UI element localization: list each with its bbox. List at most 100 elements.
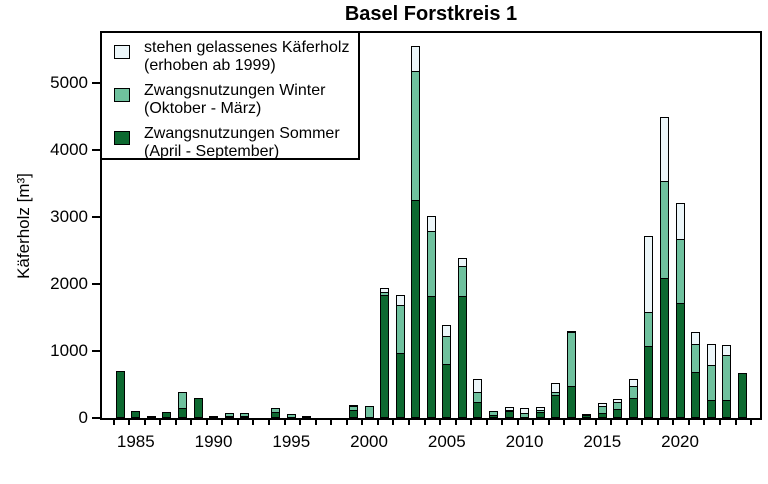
x-tick bbox=[314, 420, 317, 425]
x-axis-tick-label: 2000 bbox=[350, 432, 388, 451]
bar-2012 bbox=[551, 383, 561, 418]
bar-segment bbox=[271, 411, 281, 418]
y-axis-ticks bbox=[92, 33, 100, 419]
bar-2020 bbox=[675, 202, 685, 418]
x-tick bbox=[190, 420, 193, 425]
bar-segment bbox=[426, 216, 436, 233]
bar-segment bbox=[535, 411, 545, 418]
x-tick bbox=[454, 420, 457, 425]
y-tick bbox=[92, 350, 100, 352]
x-tick bbox=[672, 420, 675, 425]
bar-1987 bbox=[162, 411, 172, 418]
x-axis-tick-label: 1985 bbox=[116, 432, 155, 451]
legend-item-sommer: Zwangsnutzungen Sommer (April - Septembe… bbox=[114, 125, 352, 161]
x-tick bbox=[392, 420, 395, 425]
bar-segment bbox=[442, 364, 452, 418]
bar-segment bbox=[597, 412, 607, 418]
x-tick bbox=[547, 420, 550, 425]
bar-2000 bbox=[364, 405, 374, 418]
bar-segment bbox=[457, 295, 467, 418]
bar-segment bbox=[660, 277, 669, 418]
legend-label: stehen gelassenes Käferholz bbox=[144, 39, 350, 56]
x-tick bbox=[656, 420, 659, 425]
bar-segment bbox=[628, 385, 638, 399]
bar-segment bbox=[177, 392, 187, 409]
legend-item-winter: Zwangsnutzungen Winter (Oktober - März) bbox=[114, 82, 352, 118]
bar-segment bbox=[395, 305, 405, 354]
bar-2016 bbox=[613, 399, 623, 418]
bar-2018 bbox=[644, 236, 654, 418]
bar-2008 bbox=[488, 410, 498, 418]
bar-1990 bbox=[209, 416, 219, 418]
bar-1989 bbox=[193, 397, 203, 418]
bar-2021 bbox=[691, 332, 701, 418]
bar-1992 bbox=[240, 413, 250, 418]
bar-segment bbox=[504, 411, 514, 418]
bar-segment bbox=[582, 415, 592, 418]
y-axis-tick-label: 1000 bbox=[50, 341, 88, 360]
x-tick bbox=[594, 420, 597, 425]
x-tick bbox=[268, 420, 270, 425]
bar-2004 bbox=[426, 216, 436, 418]
x-tick bbox=[610, 420, 613, 425]
x-tick bbox=[112, 420, 115, 425]
legend-label: Zwangsnutzungen Sommer bbox=[144, 125, 340, 142]
x-axis-tick-label: 2010 bbox=[505, 432, 544, 451]
bar-1986 bbox=[146, 416, 156, 418]
bar-segment bbox=[395, 352, 405, 418]
bar-2022 bbox=[706, 343, 716, 418]
bar-segment bbox=[566, 331, 576, 388]
x-tick bbox=[439, 420, 442, 425]
y-tick bbox=[92, 283, 100, 285]
x-tick bbox=[501, 420, 504, 425]
bar-2002 bbox=[395, 295, 405, 418]
y-axis-tick-label: 4000 bbox=[50, 140, 88, 159]
bar-2001 bbox=[380, 288, 390, 418]
bar-2003 bbox=[411, 46, 421, 418]
bar-segment bbox=[706, 365, 716, 401]
x-tick bbox=[299, 420, 302, 425]
x-tick bbox=[221, 420, 224, 425]
y-tick bbox=[92, 417, 100, 419]
y-axis-tick-label: 5000 bbox=[50, 73, 88, 92]
bar-2017 bbox=[628, 379, 638, 418]
x-tick bbox=[750, 420, 753, 425]
bar-segment bbox=[146, 416, 156, 418]
bar-segment bbox=[488, 414, 498, 418]
bar-segment bbox=[660, 116, 669, 182]
bar-2024 bbox=[737, 372, 747, 418]
bar-segment bbox=[457, 265, 467, 297]
bar-1988 bbox=[177, 392, 187, 418]
bar-2019 bbox=[660, 116, 669, 418]
bar-2006 bbox=[457, 258, 467, 418]
bar-segment bbox=[426, 295, 436, 418]
legend-label-line2: (April - September) bbox=[144, 142, 280, 160]
bar-segment bbox=[675, 303, 685, 418]
y-axis-tick-label: 2000 bbox=[50, 274, 88, 293]
x-tick bbox=[345, 420, 348, 425]
x-tick bbox=[236, 420, 239, 425]
legend-label: Zwangsnutzungen Winter bbox=[144, 82, 326, 99]
bar-segment bbox=[691, 343, 701, 373]
bar-2015 bbox=[597, 402, 607, 418]
bar-segment bbox=[722, 354, 732, 401]
legend-label-line2: (erhoben ab 1999) bbox=[144, 56, 276, 74]
bar-segment bbox=[691, 371, 701, 418]
legend-box: stehen gelassenes Käferholz (erhoben ab … bbox=[100, 31, 360, 160]
bar-2007 bbox=[473, 378, 483, 418]
x-tick bbox=[376, 420, 379, 425]
bar-segment bbox=[722, 399, 732, 418]
x-tick bbox=[470, 420, 473, 425]
x-tick bbox=[128, 420, 131, 425]
bar-segment bbox=[349, 410, 358, 418]
bar-1985 bbox=[131, 411, 141, 418]
x-axis-ticks bbox=[102, 420, 760, 426]
bar-2005 bbox=[442, 325, 452, 418]
bar-segment bbox=[115, 371, 125, 418]
bar-segment bbox=[426, 231, 436, 297]
bar-segment bbox=[520, 413, 530, 418]
bar-segment bbox=[162, 411, 172, 418]
bar-segment bbox=[302, 416, 312, 418]
y-axis-tick-label: 3000 bbox=[50, 207, 88, 226]
x-axis-tick-label: 1990 bbox=[194, 432, 233, 451]
